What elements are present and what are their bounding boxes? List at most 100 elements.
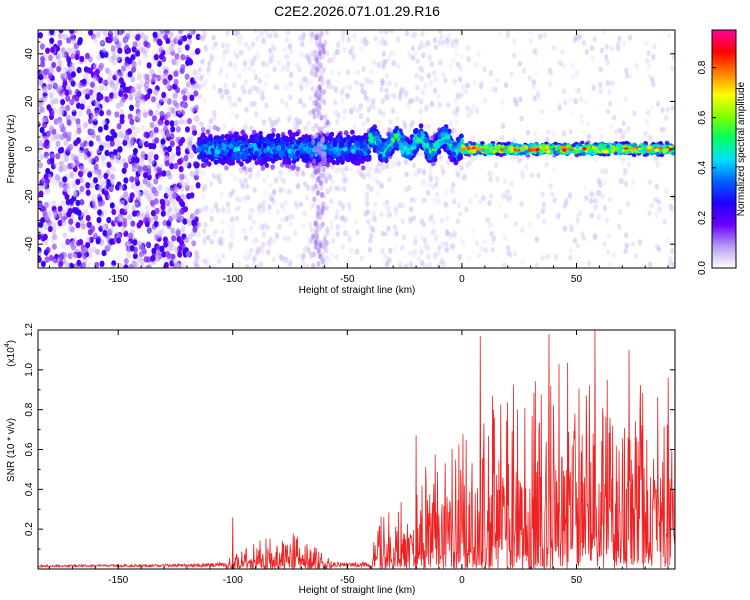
heatmap-cell [135,127,141,134]
heatmap-cell [355,248,360,255]
heatmap-cell [353,218,358,225]
heatmap-cell [375,190,381,197]
heatmap-cell [450,109,456,116]
heatmap-cell [392,224,398,231]
heatmap-cell [74,155,80,162]
heatmap-cell [42,132,47,139]
heatmap-cell [429,60,434,67]
heatmap-cell [419,249,424,256]
heatmap-cell [284,101,289,108]
heatmap-cell [122,38,128,45]
heatmap-cell [465,105,470,112]
heatmap-cell [605,80,610,86]
heatmap-cell [561,130,567,137]
heatmap-cell [297,66,302,73]
heatmap-cell [386,131,391,137]
heatmap-cell [542,218,547,225]
heatmap-cell [121,167,127,174]
heatmap-cell [272,148,277,154]
heatmap-cell [169,44,175,51]
heatmap-cell [289,71,294,78]
heatmap-cell [585,121,590,128]
heatmap-cell [39,106,45,113]
heatmap-cell [106,216,112,224]
heatmap-cell [73,139,79,147]
heatmap-cell [173,162,179,170]
heatmap-cell [58,166,64,173]
heatmap-cell [78,82,84,89]
heatmap-cell [146,174,152,181]
heatmap-cell [114,216,120,223]
heatmap-cell [182,35,188,42]
heatmap-cell [255,55,261,62]
heatmap-cell [258,159,263,165]
heatmap-cell [84,167,90,174]
heatmap-cell [571,73,576,80]
heatmap-cell [443,77,448,84]
heatmap-cell [62,132,68,139]
heatmap-cell [278,169,283,176]
heatmap-cell [76,127,82,135]
heatmap-cell [57,219,63,227]
heatmap-cell [208,180,214,187]
heatmap-cell [352,123,357,130]
heatmap-cell [308,79,314,86]
heatmap-cell [228,101,233,108]
heatmap-cell [200,127,206,133]
heatmap-cell [49,109,55,117]
heatmap-cell [247,167,253,173]
heatmap-cell [247,156,253,162]
heatmap-cell [211,34,216,41]
heatmap-cell [355,69,360,76]
heatmap-cell [287,144,293,150]
heatmap-cell [131,66,137,73]
heatmap-cell [218,236,223,243]
heatmap-cell [253,74,259,81]
heatmap-cell [129,245,135,252]
heatmap-cell [83,121,89,129]
heatmap-cell [194,161,200,169]
heatmap-cell [296,252,301,259]
heatmap-cell [512,38,517,45]
heatmap-cell [243,177,248,184]
heatmap-cell [91,91,97,99]
heatmap-cell [43,173,49,180]
heatmap-cell [327,57,332,64]
heatmap-cell [316,198,321,205]
heatmap-cell [432,37,438,44]
heatmap-cell [428,175,434,182]
heatmap-cell [271,127,276,133]
heatmap-cell [119,100,125,108]
heatmap-cell [197,222,202,228]
heatmap-cell [92,75,98,82]
heatmap-cell [306,148,312,154]
heatmap-cell [147,157,153,164]
heatmap-cell [146,256,152,263]
heatmap-cell [647,134,653,141]
heatmap-cell [103,223,109,230]
heatmap-cell [418,138,424,144]
heatmap-cell [202,239,207,246]
heatmap-cell [64,193,70,201]
heatmap-cells [38,30,675,268]
heatmap-cell [394,211,399,217]
heatmap-cell [618,127,623,134]
heatmap-cell [517,60,523,67]
heatmap-cell [81,262,86,268]
heatmap-cell [95,31,101,38]
heatmap-cell [253,30,258,34]
heatmap-cell [205,129,211,135]
heatmap-cell [335,118,340,125]
heatmap-cell [146,62,152,69]
heatmap-cell [340,204,345,211]
heatmap-cell [217,144,223,150]
heatmap-cell [122,139,128,147]
heatmap-cell [109,153,115,161]
heatmap-cell [42,68,48,76]
heatmap-cell [183,118,189,126]
heatmap-cell [367,246,373,253]
heatmap-cell [251,68,256,75]
heatmap-cell [102,85,108,92]
heatmap-cell [336,185,342,192]
heatmap-cell [158,46,164,54]
